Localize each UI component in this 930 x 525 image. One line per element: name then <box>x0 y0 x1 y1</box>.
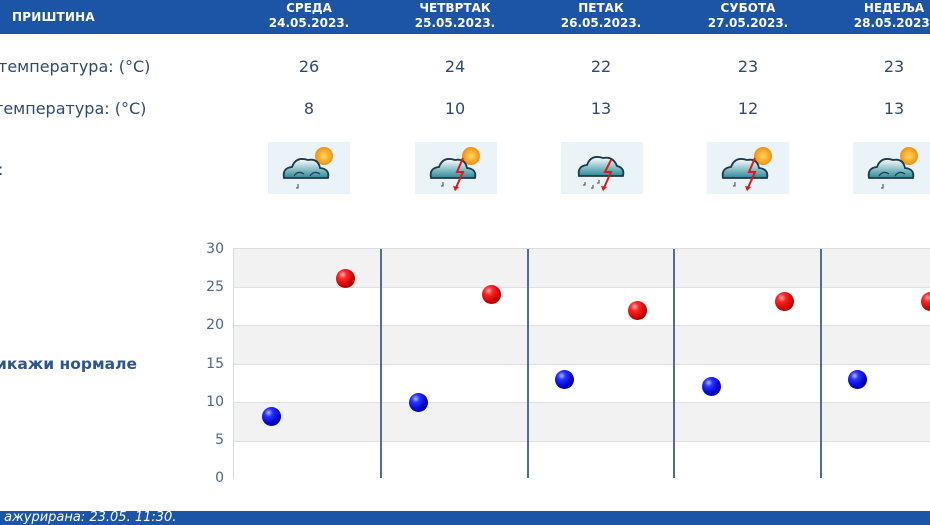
min-temp-point[interactable] <box>702 377 721 396</box>
day-name: СРЕДА <box>286 1 332 15</box>
grid-band <box>234 441 930 480</box>
min-temp-value: 12 <box>737 99 759 118</box>
grid-band <box>234 326 930 365</box>
max-temp-point[interactable] <box>921 292 930 311</box>
day-date: 28.05.2023. <box>853 16 930 30</box>
day-name: СУБОТА <box>720 1 776 15</box>
grid-band <box>234 403 930 442</box>
last-updated-text: а ажурирана: 23.05. 11:30. <box>0 510 177 525</box>
max-temp-value: 23 <box>883 57 905 76</box>
y-tick: 20 <box>206 317 224 333</box>
partly-cloudy-light-rain-icon <box>268 142 350 194</box>
day-divider <box>820 249 822 478</box>
grid-band <box>234 364 930 403</box>
y-tick: 0 <box>215 470 224 486</box>
day-header-1: СРЕДА 24.05.2023. <box>249 1 369 31</box>
grid-band <box>234 287 930 326</box>
min-temp-point[interactable] <box>262 407 281 426</box>
show-normals-toggle[interactable]: икажи нормале <box>0 355 137 373</box>
forecast-header: ПРИШТИНА СРЕДА 24.05.2023. ЧЕТВРТАК 25.0… <box>0 0 930 34</box>
max-temp-label: температура: (°C) <box>0 57 151 76</box>
y-tick: 15 <box>206 356 224 372</box>
day-divider <box>527 249 529 478</box>
min-temp-label: температура: (°C) <box>0 99 147 118</box>
city-name: ПРИШТИНА <box>12 10 95 24</box>
min-temp-value: 13 <box>883 99 905 118</box>
partly-cloudy-thunderstorm-icon <box>415 142 497 194</box>
min-temp-point[interactable] <box>555 370 574 389</box>
y-tick: 25 <box>206 279 224 295</box>
partly-cloudy-thunderstorm-icon <box>707 142 789 194</box>
day-name: ПЕТАК <box>578 1 624 15</box>
cloudy-thunderstorm-rain-icon <box>561 142 643 194</box>
y-tick: 5 <box>215 432 224 448</box>
day-name: НЕДЕЉА <box>863 1 925 15</box>
max-temp-point[interactable] <box>628 301 647 320</box>
day-name: ЧЕТВРТАК <box>419 1 491 15</box>
day-header-2: ЧЕТВРТАК 25.05.2023. <box>395 1 515 31</box>
day-date: 24.05.2023. <box>268 16 350 30</box>
min-temp-point[interactable] <box>848 370 867 389</box>
day-date: 26.05.2023. <box>560 16 642 30</box>
max-temp-value: 26 <box>298 57 320 76</box>
y-tick: 10 <box>206 394 224 410</box>
min-temp-value: 13 <box>590 99 612 118</box>
day-divider <box>673 249 675 478</box>
max-temp-point[interactable] <box>775 292 794 311</box>
weather-label: : <box>0 160 3 179</box>
partly-cloudy-light-rain-icon <box>853 142 930 194</box>
day-header-4: СУБОТА 27.05.2023. <box>688 1 808 31</box>
y-tick: 30 <box>206 241 224 257</box>
day-header-5: НЕДЕЉА 28.05.2023. <box>834 1 930 31</box>
max-temp-value: 22 <box>590 57 612 76</box>
min-temp-point[interactable] <box>409 393 428 412</box>
max-temp-point[interactable] <box>336 269 355 288</box>
temperature-chart <box>233 248 930 480</box>
day-date: 27.05.2023. <box>707 16 789 30</box>
grid-band <box>234 249 930 288</box>
max-temp-value: 24 <box>444 57 466 76</box>
day-divider <box>380 249 382 478</box>
day-header-3: ПЕТАК 26.05.2023. <box>541 1 661 31</box>
min-temp-value: 8 <box>303 99 315 118</box>
min-temp-value: 10 <box>444 99 466 118</box>
max-temp-point[interactable] <box>482 285 501 304</box>
max-temp-value: 23 <box>737 57 759 76</box>
day-date: 25.05.2023. <box>414 16 496 30</box>
update-footer: а ажурирана: 23.05. 11:30. <box>0 510 930 525</box>
